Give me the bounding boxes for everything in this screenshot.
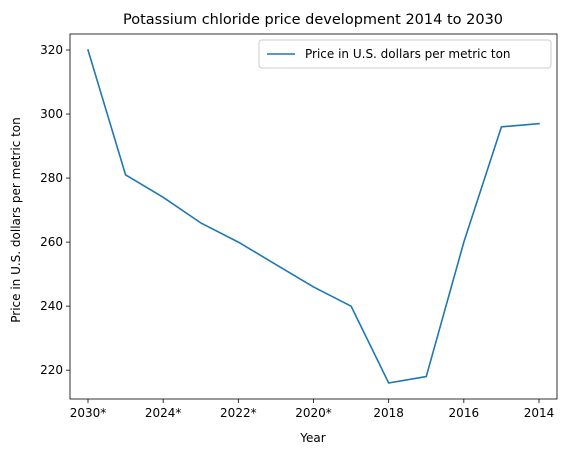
y-tick-label: 280 bbox=[40, 171, 63, 185]
y-axis-title: Price in U.S. dollars per metric ton bbox=[9, 117, 23, 323]
x-tick-label: 2018 bbox=[373, 406, 404, 420]
x-tick-label: 2020* bbox=[295, 406, 332, 420]
x-tick-label: 2014 bbox=[524, 406, 555, 420]
legend: Price in U.S. dollars per metric ton bbox=[258, 39, 552, 69]
axes-frame bbox=[69, 33, 558, 400]
x-axis-title: Year bbox=[299, 431, 325, 445]
x-tick-label: 2022* bbox=[220, 406, 257, 420]
legend-label: Price in U.S. dollars per metric ton bbox=[305, 47, 511, 61]
plot-area: 220 240 260 280 300 320 2030* 2024* 2022* 2020* 20… bbox=[40, 33, 558, 420]
y-tick-label: 260 bbox=[40, 235, 63, 249]
legend-box bbox=[258, 39, 552, 69]
x-tick-label: 2024* bbox=[145, 406, 182, 420]
x-tick-label: 2030* bbox=[70, 406, 107, 420]
chart-title: Potassium chloride price development 201… bbox=[123, 12, 503, 28]
y-tick-label: 240 bbox=[40, 299, 63, 313]
y-tick-label: 300 bbox=[40, 107, 63, 121]
series-line bbox=[87, 49, 540, 384]
y-tick-label: 220 bbox=[40, 363, 63, 377]
x-tick-label: 2016 bbox=[449, 406, 480, 420]
y-tick-label: 320 bbox=[40, 43, 63, 57]
